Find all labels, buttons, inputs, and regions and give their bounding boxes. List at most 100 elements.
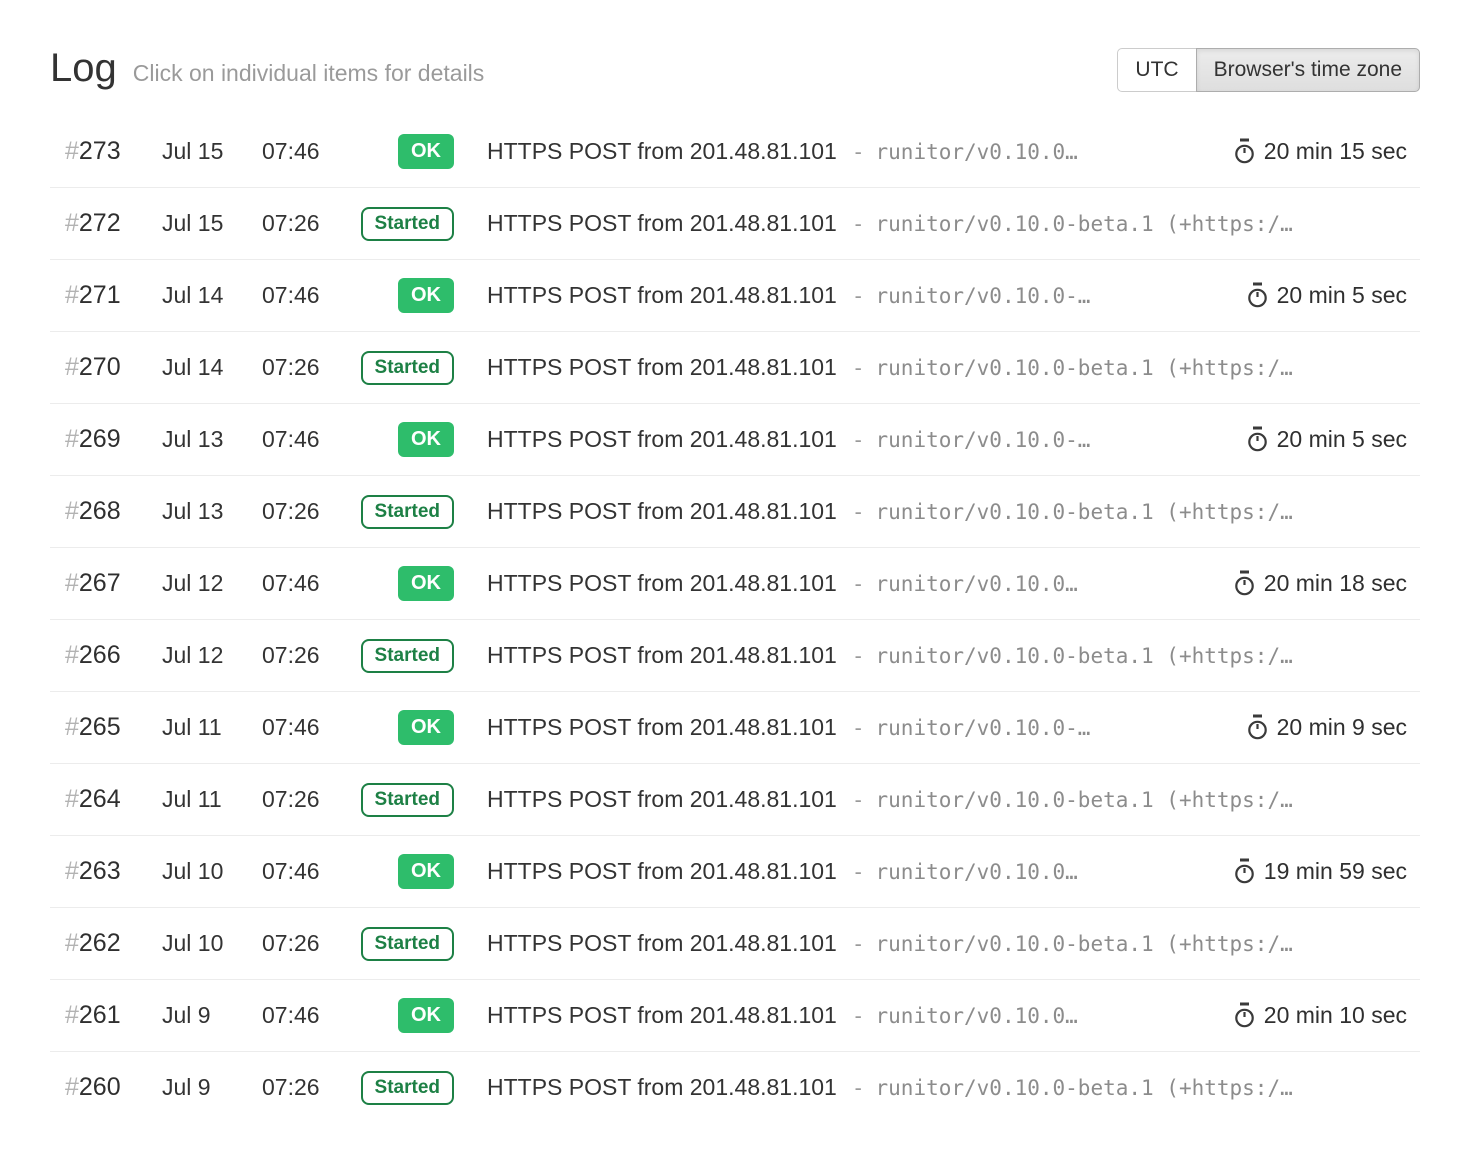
row-time: 07:46 (262, 138, 320, 164)
row-time: 07:46 (262, 426, 320, 452)
status-badge-cell: OK (360, 422, 454, 457)
row-number-value: 263 (78, 857, 121, 885)
duration: 20 min 5 sec (1225, 426, 1407, 453)
agent-text: runitor/v0.10.0-beta.1 (+https:/… (875, 500, 1293, 524)
separator-dash: - (851, 500, 865, 524)
event-description: HTTPS POST from 201.48.81.101 - runitor/… (454, 282, 1225, 309)
row-time: 07:26 (262, 786, 320, 812)
hash-sign: # (65, 497, 79, 525)
log-row[interactable]: #270 Jul 14 07:26 Started HTTPS POST fro… (50, 331, 1420, 403)
log-row[interactable]: #267 Jul 12 07:46 OK HTTPS POST from 201… (50, 547, 1420, 619)
row-number-value: 261 (78, 1001, 121, 1029)
stopwatch-icon (1247, 426, 1267, 452)
log-row[interactable]: #271 Jul 14 07:46 OK HTTPS POST from 201… (50, 259, 1420, 331)
log-row[interactable]: #260 Jul 9 07:26 Started HTTPS POST from… (50, 1051, 1420, 1123)
row-date: Jul 9 (162, 1074, 211, 1100)
status-badge-cell: OK (360, 566, 454, 601)
row-number: #268 (65, 497, 162, 526)
status-badge: OK (398, 998, 454, 1033)
duration-text: 20 min 5 sec (1276, 426, 1407, 452)
row-number: #273 (65, 137, 162, 166)
row-number-value: 267 (78, 569, 121, 597)
separator-dash: - (851, 284, 865, 308)
event-text: HTTPS POST from 201.48.81.101 (487, 1002, 837, 1028)
row-date: Jul 10 (162, 858, 224, 884)
row-time: 07:26 (262, 930, 320, 956)
row-date: Jul 9 (162, 1002, 211, 1028)
log-row[interactable]: #262 Jul 10 07:26 Started HTTPS POST fro… (50, 907, 1420, 979)
event-text: HTTPS POST from 201.48.81.101 (487, 570, 837, 596)
hash-sign: # (65, 137, 79, 165)
agent-text: runitor/v0.10.0-beta.1 (+https:/… (875, 932, 1293, 956)
agent-text: runitor/v0.10.0-… (875, 716, 1091, 740)
browser-timezone-button[interactable]: Browser's time zone (1195, 48, 1420, 92)
status-badge-cell: Started (360, 926, 454, 961)
log-row[interactable]: #269 Jul 13 07:46 OK HTTPS POST from 201… (50, 403, 1420, 475)
log-row[interactable]: #263 Jul 10 07:46 OK HTTPS POST from 201… (50, 835, 1420, 907)
hash-sign: # (65, 641, 79, 669)
status-badge: Started (360, 638, 454, 673)
status-badge: Started (360, 926, 454, 961)
event-text: HTTPS POST from 201.48.81.101 (487, 354, 837, 380)
utc-button[interactable]: UTC (1117, 48, 1197, 92)
agent-text: runitor/v0.10.0-… (875, 284, 1091, 308)
event-text: HTTPS POST from 201.48.81.101 (487, 426, 837, 452)
event-text: HTTPS POST from 201.48.81.101 (487, 858, 837, 884)
hash-sign: # (65, 569, 79, 597)
separator-dash: - (851, 356, 865, 380)
stopwatch-icon (1234, 138, 1254, 164)
row-number: #264 (65, 785, 162, 814)
log-row[interactable]: #273 Jul 15 07:46 OK HTTPS POST from 201… (50, 116, 1420, 187)
row-number: #269 (65, 425, 162, 454)
status-badge: Started (360, 350, 454, 385)
row-number-value: 269 (78, 425, 121, 453)
stopwatch-icon (1234, 858, 1254, 884)
agent-text: runitor/v0.10.0… (875, 572, 1078, 596)
event-description: HTTPS POST from 201.48.81.101 - runitor/… (454, 1074, 1407, 1101)
row-time: 07:26 (262, 498, 320, 524)
status-badge-cell: Started (360, 638, 454, 673)
duration-text: 20 min 15 sec (1263, 138, 1407, 164)
row-number: #260 (65, 1073, 162, 1102)
row-number: #266 (65, 641, 162, 670)
log-row[interactable]: #261 Jul 9 07:46 OK HTTPS POST from 201.… (50, 979, 1420, 1051)
row-date: Jul 12 (162, 570, 224, 596)
duration-text: 20 min 10 sec (1263, 1002, 1407, 1028)
log-row[interactable]: #264 Jul 11 07:26 Started HTTPS POST fro… (50, 763, 1420, 835)
row-date: Jul 12 (162, 642, 224, 668)
event-text: HTTPS POST from 201.48.81.101 (487, 642, 837, 668)
event-description: HTTPS POST from 201.48.81.101 - runitor/… (454, 210, 1407, 237)
row-number: #272 (65, 209, 162, 238)
row-time: 07:46 (262, 858, 320, 884)
row-date: Jul 14 (162, 354, 224, 380)
duration-text: 20 min 5 sec (1276, 282, 1407, 308)
agent-text: runitor/v0.10.0… (875, 860, 1078, 884)
duration-text: 19 min 59 sec (1263, 858, 1407, 884)
row-date: Jul 14 (162, 282, 224, 308)
status-badge-cell: OK (360, 278, 454, 313)
hash-sign: # (65, 1001, 79, 1029)
separator-dash: - (851, 572, 865, 596)
status-badge: OK (398, 278, 454, 313)
status-badge: OK (398, 710, 454, 745)
duration: 19 min 59 sec (1212, 858, 1407, 885)
status-badge-cell: OK (360, 854, 454, 889)
log-row[interactable]: #272 Jul 15 07:26 Started HTTPS POST fro… (50, 187, 1420, 259)
row-date: Jul 11 (162, 714, 222, 740)
log-table: #273 Jul 15 07:46 OK HTTPS POST from 201… (50, 116, 1420, 1123)
stopwatch-icon (1247, 282, 1267, 308)
status-badge: OK (398, 134, 454, 169)
separator-dash: - (851, 1076, 865, 1100)
row-date: Jul 15 (162, 138, 224, 164)
hash-sign: # (65, 281, 79, 309)
status-badge-cell: Started (360, 494, 454, 529)
separator-dash: - (851, 860, 865, 884)
row-time: 07:26 (262, 1074, 320, 1100)
log-row[interactable]: #268 Jul 13 07:26 Started HTTPS POST fro… (50, 475, 1420, 547)
event-description: HTTPS POST from 201.48.81.101 - runitor/… (454, 858, 1212, 885)
status-badge-cell: OK (360, 134, 454, 169)
hash-sign: # (65, 929, 79, 957)
log-row[interactable]: #265 Jul 11 07:46 OK HTTPS POST from 201… (50, 691, 1420, 763)
log-row[interactable]: #266 Jul 12 07:26 Started HTTPS POST fro… (50, 619, 1420, 691)
stopwatch-icon (1234, 570, 1254, 596)
